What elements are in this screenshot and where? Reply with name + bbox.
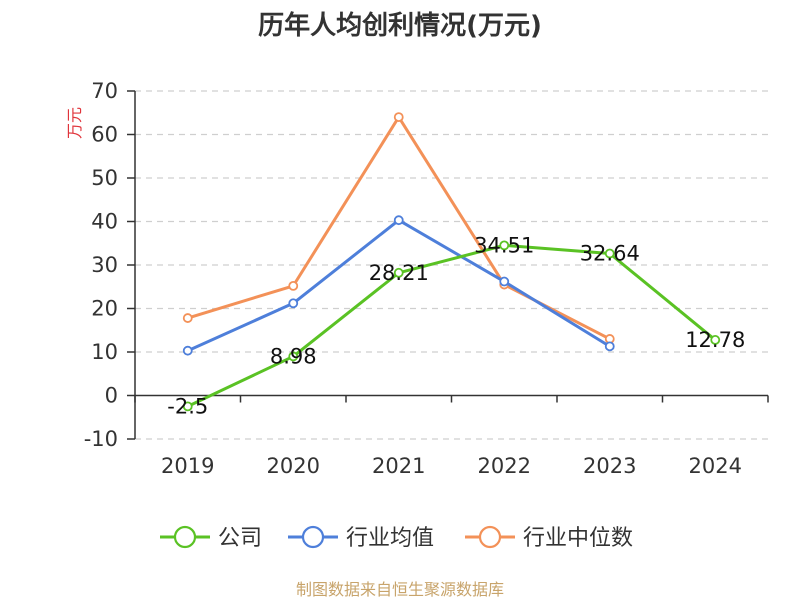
legend-label: 行业中位数 <box>523 526 633 551</box>
x-tick-label: 2022 <box>478 454 531 478</box>
legend-item[interactable]: 行业中位数 <box>465 525 633 551</box>
x-tick-label: 2019 <box>161 454 214 478</box>
chart-title: 历年人均创利情况(万元) <box>258 10 542 41</box>
data-point[interactable] <box>499 276 510 287</box>
legend-marker <box>173 525 197 549</box>
axes <box>127 90 769 440</box>
y-tick-label: 50 <box>91 166 118 190</box>
data-point[interactable] <box>182 401 193 412</box>
data-point[interactable] <box>604 341 615 352</box>
data-point[interactable] <box>499 240 510 251</box>
data-point[interactable] <box>182 313 193 323</box>
tick-labels: -10 0 10 20 30 40 50 60 70 2019 2020 2021 2022 2023 20… <box>84 79 742 478</box>
legend-item[interactable]: 行业均值 <box>288 525 434 551</box>
data-point[interactable] <box>288 298 299 309</box>
y-tick-label: 30 <box>91 253 118 277</box>
series-line <box>187 115 611 341</box>
legend-label: 公司 <box>218 526 262 551</box>
data-point[interactable] <box>393 112 404 122</box>
data-point[interactable] <box>182 345 193 356</box>
legend-label: 行业均值 <box>346 526 434 551</box>
x-tick-label: 2024 <box>689 454 742 478</box>
y-tick-label: -10 <box>84 427 118 451</box>
y-tick-label: 10 <box>91 340 118 364</box>
legend-item[interactable]: 公司 <box>160 525 262 551</box>
data-label: 32.64 <box>580 242 640 266</box>
data-point[interactable] <box>288 351 299 362</box>
y-axis-label: 万元 <box>65 107 84 139</box>
source-note: 制图数据来自恒生聚源数据库 <box>296 580 504 599</box>
data-point[interactable] <box>288 280 299 291</box>
legend-marker <box>478 525 502 549</box>
data-point[interactable] <box>604 248 615 259</box>
series-line <box>187 218 611 353</box>
x-tick-label: 2020 <box>267 454 320 478</box>
data-point[interactable] <box>710 335 721 345</box>
data-label: 34.51 <box>474 233 534 257</box>
series-lines <box>182 112 721 412</box>
y-tick-label: 40 <box>91 210 118 234</box>
legend[interactable]: 公司 行业均值 行业中位数 <box>160 525 633 551</box>
x-tick-label: 2023 <box>583 454 636 478</box>
data-label: 8.98 <box>270 344 317 368</box>
series-line <box>187 243 717 408</box>
x-tick-label: 2021 <box>372 454 425 478</box>
y-tick-label: 70 <box>91 79 118 103</box>
y-tick-label: 20 <box>91 297 118 321</box>
y-tick-label: 0 <box>105 384 118 408</box>
data-point[interactable] <box>393 267 404 278</box>
legend-marker <box>301 525 325 549</box>
data-label: 28.21 <box>369 261 429 285</box>
y-tick-label: 60 <box>91 123 118 147</box>
data-point[interactable] <box>393 215 404 226</box>
data-label: -2.5 <box>167 394 208 418</box>
data-label: 12.78 <box>685 328 745 352</box>
data-labels: -2.5 8.98 28.21 34.51 32.64 12.78 <box>167 233 745 418</box>
